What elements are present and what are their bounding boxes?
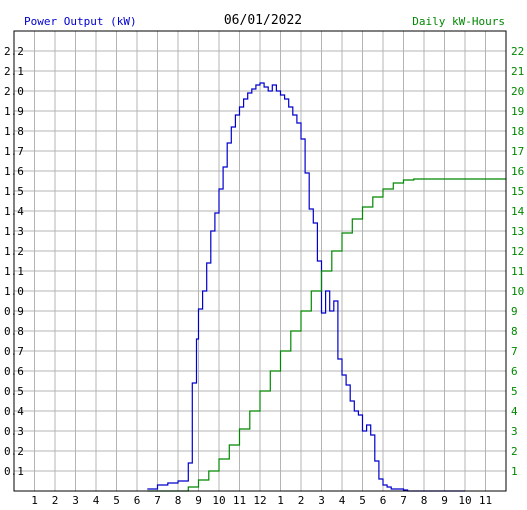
x-tick-label: 6: [380, 494, 387, 507]
x-tick-label: 9: [195, 494, 202, 507]
x-tick-label: 10: [212, 494, 225, 507]
series-line-power-output: [147, 82, 465, 492]
y2-tick-label: 6: [511, 365, 518, 378]
x-tick-label: 11: [233, 494, 246, 507]
y2-tick-label: 4: [511, 405, 518, 418]
y-axis-label: Power Output (kW): [24, 15, 137, 28]
y2-tick-label: 12: [511, 245, 524, 258]
y2-tick-label: 10: [511, 285, 524, 298]
y2-tick-label: 2: [511, 445, 518, 458]
y2-tick-label: 1: [511, 465, 518, 478]
x-tick-label: 8: [175, 494, 182, 507]
y2-tick-label: 16: [511, 165, 524, 178]
y2-tick-label: 7: [511, 345, 518, 358]
y2-tick-label: 9: [511, 305, 518, 318]
series-lines: [147, 82, 506, 492]
y2-tick-label: 15: [511, 185, 524, 198]
y2-tick-label: 18: [511, 125, 524, 138]
x-tick-label: 5: [359, 494, 366, 507]
y2-tick-label: 22: [511, 45, 524, 58]
grid-lines: [14, 31, 506, 491]
y2-tick-label: 19: [511, 105, 524, 118]
x-tick-label: 5: [113, 494, 120, 507]
y2-axis-label: Daily kW-Hours: [412, 15, 505, 28]
x-tick-label: 7: [400, 494, 407, 507]
y2-tick-label: 20: [511, 85, 524, 98]
y2-tick-label: 13: [511, 225, 524, 238]
y2-tick-label: 5: [511, 385, 518, 398]
x-tick-label: 1: [31, 494, 38, 507]
x-tick-label: 10: [458, 494, 471, 507]
series-line-daily-kwh: [147, 178, 506, 492]
plot-area-frame: [13, 30, 507, 492]
y2-tick-label: 8: [511, 325, 518, 338]
x-tick-label: 8: [421, 494, 428, 507]
y2-tick-label: 3: [511, 425, 518, 438]
x-tick-label: 3: [318, 494, 325, 507]
x-tick-label: 6: [134, 494, 141, 507]
x-tick-label: 2: [52, 494, 59, 507]
x-tick-label: 3: [72, 494, 79, 507]
x-tick-label: 4: [339, 494, 346, 507]
x-tick-label: 11: [479, 494, 492, 507]
x-tick-label: 4: [93, 494, 100, 507]
x-tick-label: 2: [298, 494, 305, 507]
x-tick-label: 12: [253, 494, 266, 507]
y2-tick-label: 21: [511, 65, 524, 78]
y2-tick-label: 11: [511, 265, 524, 278]
x-tick-label: 1: [277, 494, 284, 507]
y2-tick-label: 17: [511, 145, 524, 158]
y2-tick-label: 14: [511, 205, 525, 218]
x-axis-ticks: 1 2 3 4 5 6 7 8 9 10 11 12 1 2 3 4 5 6 7 8 9 10 11: [31, 494, 492, 507]
chart-title: 06/01/2022: [224, 13, 302, 28]
x-tick-label: 9: [441, 494, 448, 507]
x-tick-label: 7: [154, 494, 161, 507]
